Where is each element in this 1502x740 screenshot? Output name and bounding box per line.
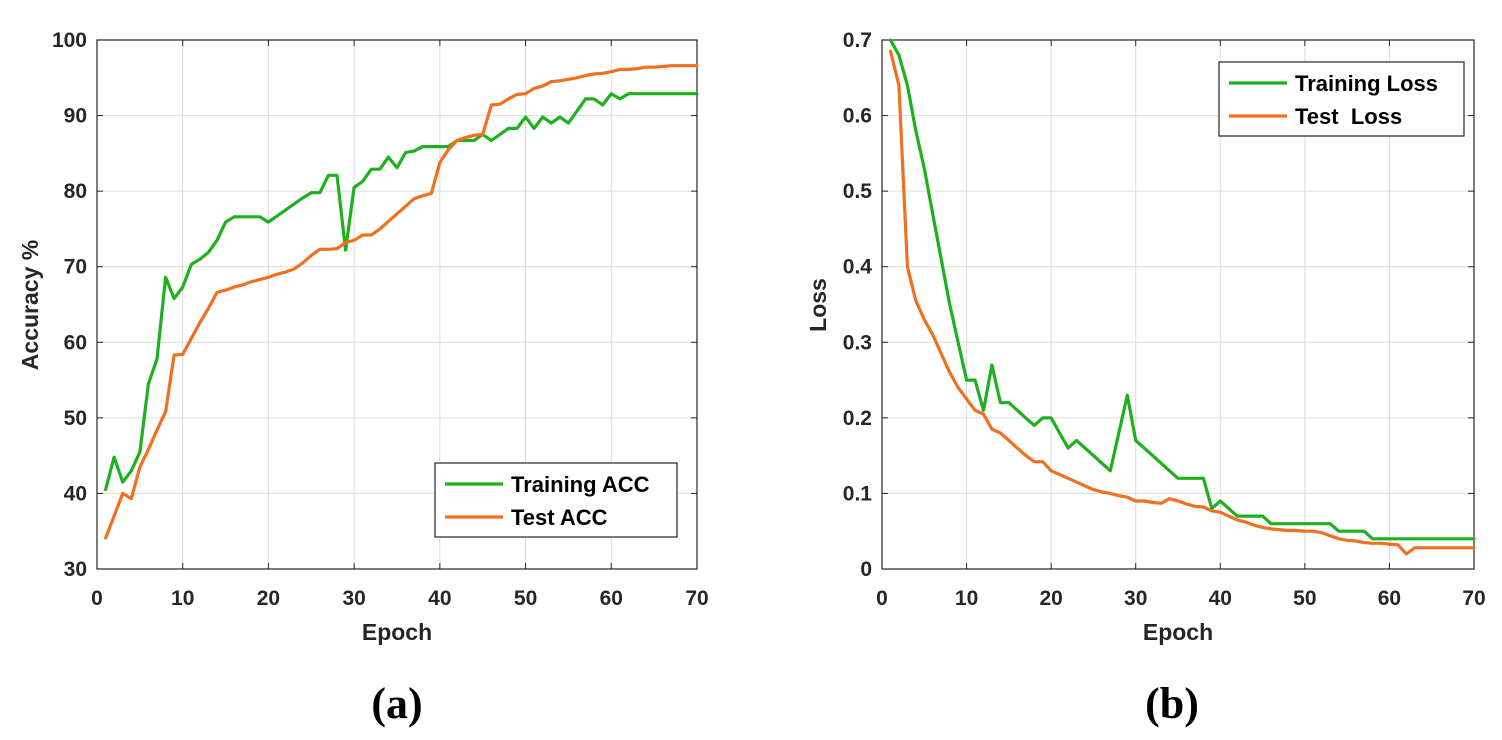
chart-2-xtick-label-5: 50 (1293, 587, 1316, 610)
chart-1-ytick-label-5: 80 (64, 180, 87, 203)
chart-1: 0 10 20 30 40 50 60 70 30 40 50 60 70 80 90 100 Epoch Acc… (17, 29, 709, 728)
chart-2-ytick-label-5: 0.5 (843, 180, 873, 203)
chart-1-xtick-label-2: 20 (257, 587, 280, 610)
chart-1-ytick-label-6: 90 (64, 105, 87, 128)
chart-1-legend-box (434, 462, 678, 538)
chart-1-xtick-label-1: 10 (171, 587, 194, 610)
chart-1-ytick-label-7: 100 (52, 29, 87, 52)
chart-1-xtick-label-7: 70 (685, 587, 708, 610)
chart-2-ytick-label-3: 0.3 (843, 331, 872, 354)
chart-2-xtick-label-4: 40 (1209, 587, 1232, 610)
chart-1-ytick-label-3: 60 (64, 331, 87, 354)
chart-2-xtick-label-0: 0 (876, 587, 888, 610)
chart-2-xtick-label-6: 60 (1378, 587, 1401, 610)
chart-1-legend-label-1: Training ACC (511, 472, 650, 497)
chart-1-caption: (a) (371, 679, 422, 728)
chart-2-ytick-label-1: 0.1 (843, 482, 873, 505)
chart-1-xtick-label-6: 60 (600, 587, 623, 610)
chart-2-legend: Training Loss Test Loss (1218, 61, 1465, 137)
chart-2-legend-label-1: Training Loss (1295, 71, 1438, 96)
chart-2-legend-box (1218, 61, 1465, 137)
chart-2-caption: (b) (1145, 679, 1199, 728)
chart-2-y-axis-label: Loss (805, 278, 831, 332)
chart-1-xtick-label-4: 40 (428, 587, 451, 610)
chart-2-plot-frame (881, 39, 1475, 570)
chart-2-ytick-label-0: 0 (860, 558, 872, 581)
chart-2-ytick-label-6: 0.6 (843, 105, 872, 128)
chart-1-legend: Training ACC Test ACC (434, 462, 678, 538)
chart-1-ytick-label-1: 40 (64, 482, 87, 505)
chart-1-xtick-label-0: 0 (91, 587, 103, 610)
chart-1-xtick-label-3: 30 (342, 587, 365, 610)
chart-1-xtick-label-5: 50 (514, 587, 537, 610)
chart-2-ytick-label-7: 0.7 (843, 29, 872, 52)
chart-1-x-axis-label: Epoch (362, 619, 432, 645)
chart-2-ytick-label-4: 0.4 (843, 256, 873, 279)
chart-2-ytick-label-2: 0.2 (843, 407, 872, 430)
chart-2-xtick-label-1: 10 (955, 587, 978, 610)
chart-2: 0 10 20 30 40 50 60 70 0 0.1 0.2 0.3 0.4 0.5 0.6 0.7 Epo… (805, 29, 1486, 728)
chart-1-ytick-label-0: 30 (64, 558, 87, 581)
chart-2-x-axis-label: Epoch (1143, 619, 1213, 645)
chart-1-legend-label-2: Test ACC (511, 505, 608, 530)
chart-1-series-line-1 (103, 92, 699, 492)
chart-2-xtick-label-3: 30 (1124, 587, 1147, 610)
chart-2-xtick-label-7: 70 (1462, 587, 1485, 610)
chart-1-plot-frame (96, 39, 698, 570)
chart-1-y-axis-label: Accuracy % (17, 240, 43, 370)
chart-1-ytick-label-2: 50 (64, 407, 87, 430)
chart-2-series-line-1 (888, 38, 1476, 541)
chart-1-series-line-2 (103, 64, 699, 540)
chart-2-xtick-label-2: 20 (1039, 587, 1062, 610)
chart-2-legend-label-2: Test Loss (1295, 104, 1402, 129)
chart-2-series-line-2 (888, 49, 1476, 556)
chart-1-ytick-label-4: 70 (64, 256, 87, 279)
